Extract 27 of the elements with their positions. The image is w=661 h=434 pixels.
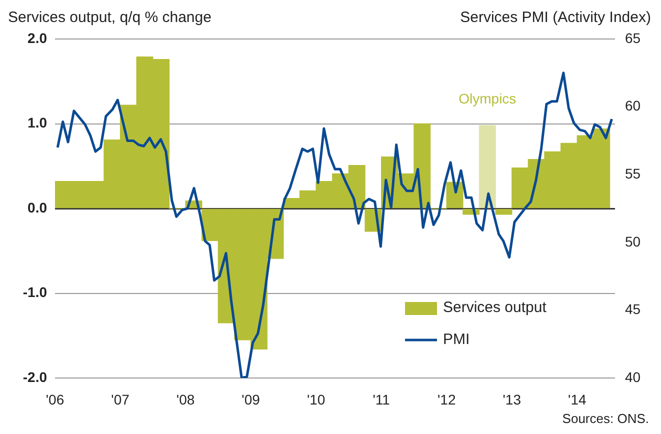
y2-axis-title: Services PMI (Activity Index) [460,9,651,26]
y2-tick-label: 60 [625,98,641,114]
x-tick-label: '06 [46,391,64,408]
bar [478,125,496,208]
y2-tick-label: 65 [625,30,641,46]
x-tick-label: '09 [242,391,260,408]
x-tick-label: '12 [437,391,456,408]
y-tick-label: 2.0 [28,30,48,46]
y2-tick-label: 50 [625,233,641,250]
x-tick-label: '13 [502,391,522,408]
y-tick-label: -2.0 [22,368,48,385]
x-tick-label: '07 [111,391,130,408]
legend-label: PMI [443,331,470,348]
y-tick-label: 1.0 [28,114,48,131]
y-axis-title: Services output, q/q % change [8,9,212,26]
x-tick-label: '14 [568,391,586,408]
y2-tick-label: 40 [625,368,641,385]
legend-label: Services output [443,299,548,316]
x-tick-label: '10 [306,391,326,408]
y2-tick-label: 45 [625,301,641,318]
x-tick-label: '08 [176,391,195,408]
y-tick-label: 0.0 [28,199,48,216]
source-note: Sources: ONS. [562,411,649,426]
y2-tick-label: 55 [625,165,641,182]
annotation: Olympics [458,90,516,106]
y-tick-label: -1.0 [22,284,48,300]
x-tick-label: '11 [372,391,390,408]
